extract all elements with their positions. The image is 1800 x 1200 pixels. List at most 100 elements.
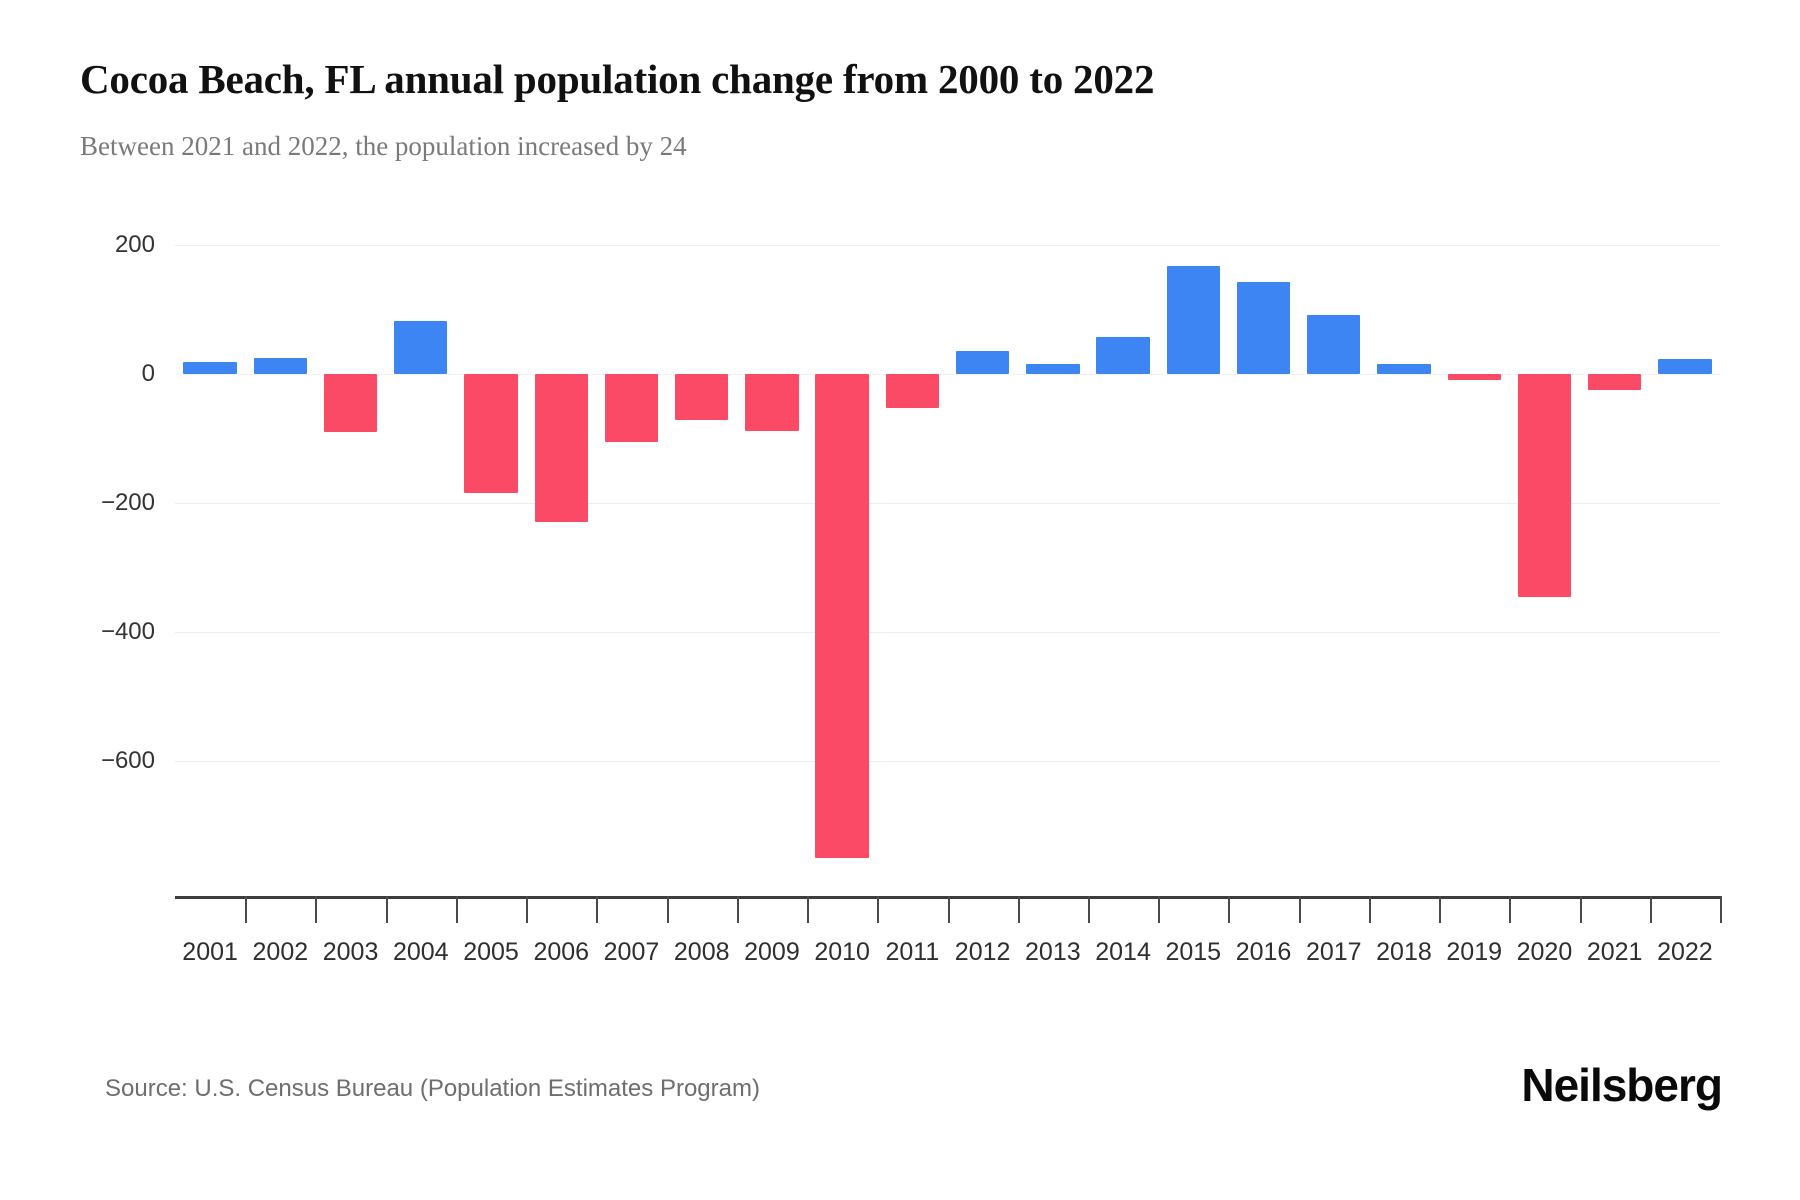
x-axis-tick (1439, 896, 1442, 923)
bar-slot (667, 245, 737, 890)
x-axis-tick (1649, 896, 1652, 923)
x-axis-label-2001: 2001 (182, 938, 238, 966)
x-axis-tick (1087, 896, 1090, 923)
x-axis-label-2007: 2007 (603, 938, 660, 966)
bar-slot (1509, 245, 1579, 890)
bar-2002[interactable] (253, 357, 307, 374)
x-axis-label-2014: 2014 (1095, 938, 1151, 966)
x-axis-tick (736, 896, 739, 923)
bar-2008[interactable] (675, 374, 729, 421)
bar-2003[interactable] (323, 374, 378, 433)
bar-2001[interactable] (183, 362, 237, 374)
bar-slot (526, 245, 596, 890)
bar-2014[interactable] (1096, 337, 1150, 374)
x-axis-label-2013: 2013 (1025, 938, 1081, 966)
x-axis-tick (1720, 896, 1722, 923)
x-axis-tick (877, 896, 880, 923)
bar-slot (386, 245, 456, 890)
x-axis-tick (947, 896, 950, 923)
bar-slot (1299, 245, 1369, 890)
gridline-0 (175, 374, 1720, 375)
bar-series (175, 245, 1720, 890)
x-axis-tick (1158, 896, 1161, 923)
y-axis-label: −400 (100, 618, 155, 645)
bar-2007[interactable] (604, 374, 659, 442)
bar-2015[interactable] (1166, 266, 1220, 374)
gridline--400 (175, 632, 1720, 633)
bar-slot (877, 245, 947, 890)
x-axis-label-2012: 2012 (954, 938, 1011, 966)
bar-slot (1228, 245, 1298, 890)
bar-2009[interactable] (745, 374, 799, 431)
bar-2011[interactable] (885, 374, 940, 408)
x-axis-label-2006: 2006 (533, 938, 590, 966)
x-axis-label-2008: 2008 (673, 938, 730, 966)
bar-2021[interactable] (1587, 374, 1642, 391)
y-axis-label: 0 (141, 360, 155, 387)
bar-2019[interactable] (1447, 374, 1501, 381)
bar-slot (1650, 245, 1720, 890)
bar-slot (1158, 245, 1228, 890)
bar-2006[interactable] (534, 374, 588, 523)
x-axis-tick (1017, 896, 1020, 923)
x-axis-label-2020: 2020 (1516, 938, 1573, 966)
bar-slot (456, 245, 526, 890)
bar-slot (1580, 245, 1650, 890)
x-axis-label-2005: 2005 (463, 938, 519, 966)
x-axis-label-2010: 2010 (814, 938, 870, 966)
x-axis-label-2017: 2017 (1305, 938, 1362, 966)
bar-slot (737, 245, 807, 890)
bar-slot (315, 245, 385, 890)
x-axis-label-2021: 2021 (1586, 938, 1643, 966)
x-axis-label-2009: 2009 (744, 938, 800, 966)
y-axis-label: 200 (114, 231, 155, 258)
x-axis-label-2016: 2016 (1235, 938, 1292, 966)
bar-slot (175, 245, 245, 890)
x-axis-tick (596, 896, 599, 923)
x-axis-tick (526, 896, 529, 923)
bar-slot (1088, 245, 1158, 890)
x-axis-label-2003: 2003 (322, 938, 379, 966)
x-axis-tick (455, 896, 458, 923)
x-axis-label-2002: 2002 (252, 938, 309, 966)
x-axis-label-2022: 2022 (1657, 938, 1713, 966)
bar-2010[interactable] (815, 374, 869, 858)
y-axis-label: −600 (100, 747, 155, 774)
brand-logo: Neilsberg (1521, 1059, 1723, 1111)
bar-2004[interactable] (394, 321, 448, 374)
y-axis-label: −200 (100, 489, 155, 516)
x-axis-label-2019: 2019 (1446, 938, 1503, 966)
bar-slot (1018, 245, 1088, 890)
x-axis-tick (1298, 896, 1301, 923)
bar-slot (596, 245, 666, 890)
x-axis-tick (315, 896, 318, 923)
plot-area: 200 0 −200 −400 −600 (101, 231, 1720, 890)
bar-2017[interactable] (1307, 314, 1361, 374)
gridline--200 (175, 503, 1720, 504)
x-axis-label-2018: 2018 (1376, 938, 1432, 966)
bar-slot (948, 245, 1018, 890)
page-subtitle: Between 2021 and 2022, the population in… (80, 131, 687, 161)
x-axis-label-2015: 2015 (1165, 938, 1222, 966)
x-axis-tick (1368, 896, 1371, 923)
bar-slot (1369, 245, 1439, 890)
page-title: Cocoa Beach, FL annual population change… (80, 56, 1155, 102)
bar-2016[interactable] (1236, 281, 1291, 374)
x-axis-tick (1509, 896, 1512, 923)
bar-slot (245, 245, 315, 890)
source-note: Source: U.S. Census Bureau (Population E… (105, 1075, 760, 1102)
x-axis-tick (1579, 896, 1582, 923)
gridline-200 (175, 245, 1720, 246)
bar-2013[interactable] (1026, 363, 1080, 374)
x-axis-label-2011: 2011 (885, 938, 940, 966)
bar-2005[interactable] (464, 374, 518, 494)
x-axis-tick (807, 896, 810, 923)
bar-2022[interactable] (1658, 358, 1712, 374)
x-axis-tick (385, 896, 388, 923)
x-axis-tick (1228, 896, 1231, 923)
bar-slot (1439, 245, 1509, 890)
bar-2020[interactable] (1517, 374, 1572, 597)
bar-2012[interactable] (955, 350, 1010, 374)
bar-2018[interactable] (1377, 364, 1431, 374)
